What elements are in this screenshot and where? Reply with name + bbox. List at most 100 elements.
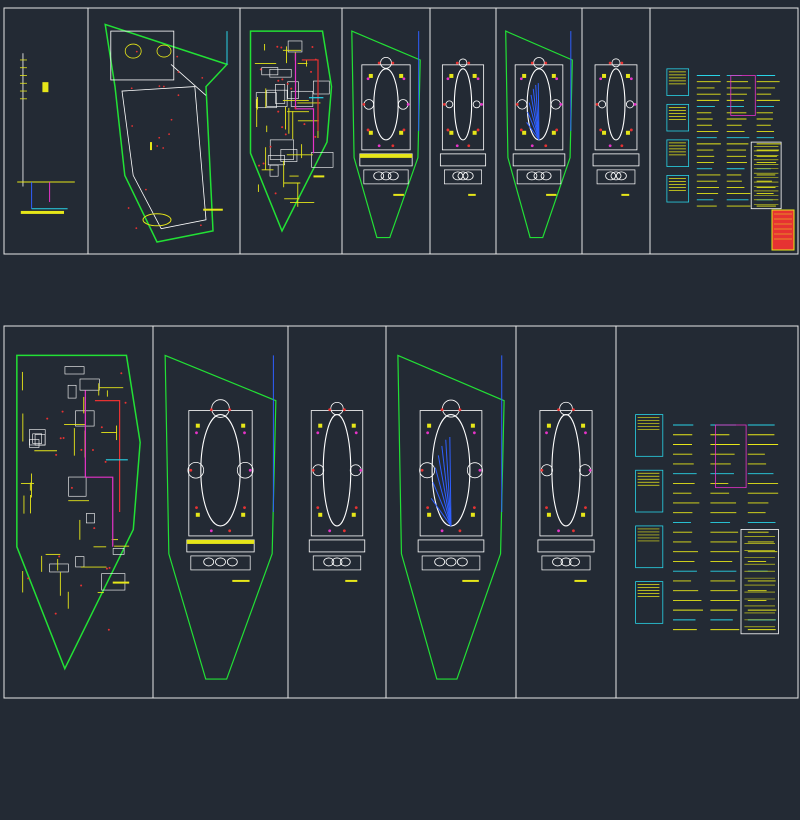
ablution-dome xyxy=(323,557,335,567)
lighting-point xyxy=(228,529,232,533)
central-dome xyxy=(200,414,241,527)
fountain-circle xyxy=(156,44,172,58)
lighting-point xyxy=(248,468,252,472)
fixture-symbol xyxy=(310,70,313,73)
ablution-dome xyxy=(373,171,385,181)
portico-wiring xyxy=(186,539,255,544)
panel-schedule-table xyxy=(635,469,664,513)
room-outline xyxy=(64,366,85,375)
side-apse xyxy=(397,99,409,110)
circuit-home-run xyxy=(434,467,452,527)
lighting-point xyxy=(599,128,603,132)
pier-column xyxy=(551,130,556,135)
pier-column xyxy=(581,423,586,428)
pier-column xyxy=(427,512,432,517)
pier-column xyxy=(368,130,373,135)
fixture-symbol xyxy=(105,567,108,570)
central-dome xyxy=(606,68,626,141)
lighting-point xyxy=(316,506,320,510)
pier-column xyxy=(602,130,607,135)
lighting-point xyxy=(359,468,363,472)
side-apse xyxy=(472,100,481,109)
ablution-dome xyxy=(215,557,226,567)
panel-schedule-table xyxy=(635,525,664,569)
lighting-point xyxy=(144,188,147,191)
room-outline xyxy=(29,429,46,446)
room-outline xyxy=(280,149,298,162)
portico xyxy=(592,153,640,167)
room-outline xyxy=(287,81,299,99)
lighting-point xyxy=(608,61,612,65)
pier-column xyxy=(625,130,630,135)
lighting-point xyxy=(442,102,446,106)
prayer-hall-wall xyxy=(514,64,564,151)
pier-column xyxy=(351,512,356,517)
ablution-dome xyxy=(387,171,399,181)
circuit-home-run xyxy=(527,111,540,141)
lighting-point xyxy=(162,85,165,88)
panel-schedule-table xyxy=(666,68,690,96)
ablution-dome xyxy=(456,557,468,567)
courtyard xyxy=(516,169,562,185)
lighting-point xyxy=(402,77,406,81)
lighting-point xyxy=(189,468,193,472)
drawing-panel-mosque xyxy=(287,326,366,698)
portico-wiring xyxy=(359,153,413,158)
courtyard xyxy=(190,555,251,571)
fixture-symbol xyxy=(58,555,61,558)
lighting-point xyxy=(620,144,624,148)
plan-caption-block xyxy=(621,193,630,196)
pier-column xyxy=(470,512,475,517)
pier-column xyxy=(581,512,586,517)
pier-column xyxy=(195,512,200,517)
site-boundary xyxy=(505,30,573,239)
drawing-panel-site xyxy=(87,8,229,254)
fixture-symbol xyxy=(91,449,94,452)
ablution-dome xyxy=(457,171,469,181)
lighting-point xyxy=(342,529,346,533)
fixture-symbol xyxy=(269,145,272,148)
panel-schedule-table xyxy=(666,174,690,203)
portico xyxy=(439,153,487,167)
central-dome xyxy=(322,414,352,527)
fixture-symbol xyxy=(286,82,289,85)
panel-schedule-table xyxy=(666,103,690,132)
fixture-symbol xyxy=(54,612,57,615)
ablution-dome xyxy=(610,171,622,181)
pier-column xyxy=(241,423,246,428)
fixture-symbol xyxy=(258,164,261,167)
mihrab-apse xyxy=(559,401,573,416)
room-outline xyxy=(32,433,42,444)
lighting-point xyxy=(620,61,624,65)
prayer-hall-wall xyxy=(539,410,593,537)
fixture-symbol xyxy=(303,123,306,126)
fixture-symbol xyxy=(55,453,58,456)
lighting-point xyxy=(545,506,548,510)
lighting-point xyxy=(557,529,560,533)
fixture-symbol xyxy=(107,628,110,631)
lighting-point xyxy=(515,102,519,106)
legend-table xyxy=(740,529,779,635)
building-footprint xyxy=(121,86,207,230)
fire-alarm-run xyxy=(301,59,319,131)
circuit-home-run xyxy=(430,498,452,527)
lighting-point xyxy=(544,144,548,148)
lighting-point xyxy=(177,71,180,73)
panel-schedule-table xyxy=(635,581,664,624)
circuit-home-run xyxy=(432,481,452,527)
pier-column xyxy=(625,73,630,78)
lighting-point xyxy=(377,61,381,65)
pier-column xyxy=(449,130,454,135)
ablution-dome xyxy=(552,557,563,567)
lighting-point xyxy=(158,85,161,87)
room-outline xyxy=(266,89,288,107)
ablution-dome xyxy=(540,171,552,181)
lighting-point xyxy=(455,61,459,65)
fixture-symbol xyxy=(277,79,280,82)
room-outline xyxy=(311,152,334,168)
lighting-point xyxy=(572,408,575,412)
riser-label-block xyxy=(42,82,49,93)
side-apse xyxy=(466,462,483,479)
lighting-point xyxy=(519,128,523,132)
